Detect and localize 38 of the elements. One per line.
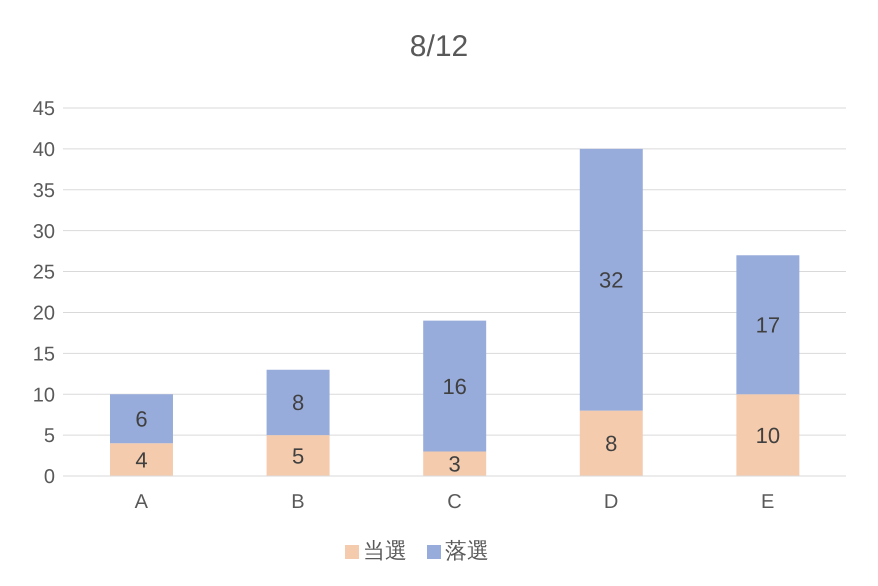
data-label: 17 bbox=[756, 312, 780, 338]
x-tick-label: C bbox=[447, 491, 462, 514]
y-tick-label: 15 bbox=[32, 343, 55, 366]
y-tick-label: 35 bbox=[32, 180, 55, 202]
bar bbox=[580, 410, 643, 476]
legend-label: 落選 bbox=[445, 538, 489, 563]
y-tick-label: 45 bbox=[32, 98, 55, 120]
data-label: 16 bbox=[442, 374, 467, 399]
data-label: 6 bbox=[135, 406, 148, 432]
chart-title: 8/12 bbox=[408, 30, 470, 64]
bar bbox=[423, 320, 486, 452]
y-tick-label: 5 bbox=[44, 425, 55, 448]
bar bbox=[423, 451, 486, 476]
y-tick-label: 20 bbox=[32, 302, 55, 325]
bar bbox=[110, 394, 173, 444]
bar bbox=[736, 394, 800, 476]
data-label: 32 bbox=[599, 268, 624, 293]
legend-label: 当選 bbox=[363, 538, 407, 563]
x-tick-label: E bbox=[761, 491, 774, 514]
bar bbox=[110, 443, 173, 476]
bar bbox=[580, 148, 643, 411]
y-tick-label: 25 bbox=[32, 262, 55, 284]
bar bbox=[266, 435, 330, 476]
x-tick-label: A bbox=[134, 491, 149, 514]
data-label: 3 bbox=[448, 452, 461, 477]
bar bbox=[266, 370, 330, 436]
x-tick-label: D bbox=[604, 491, 618, 514]
data-label: 10 bbox=[756, 422, 780, 448]
y-tick-label: 40 bbox=[32, 138, 55, 161]
bar bbox=[736, 255, 800, 394]
x-tick-label: B bbox=[291, 491, 305, 514]
y-tick-label: 30 bbox=[32, 220, 55, 243]
data-label: 8 bbox=[605, 431, 618, 456]
data-label: 8 bbox=[292, 390, 304, 416]
data-label: 5 bbox=[292, 443, 304, 468]
y-tick-label: 10 bbox=[32, 384, 55, 406]
y-tick-label: 0 bbox=[44, 466, 55, 488]
data-label: 4 bbox=[135, 447, 148, 472]
